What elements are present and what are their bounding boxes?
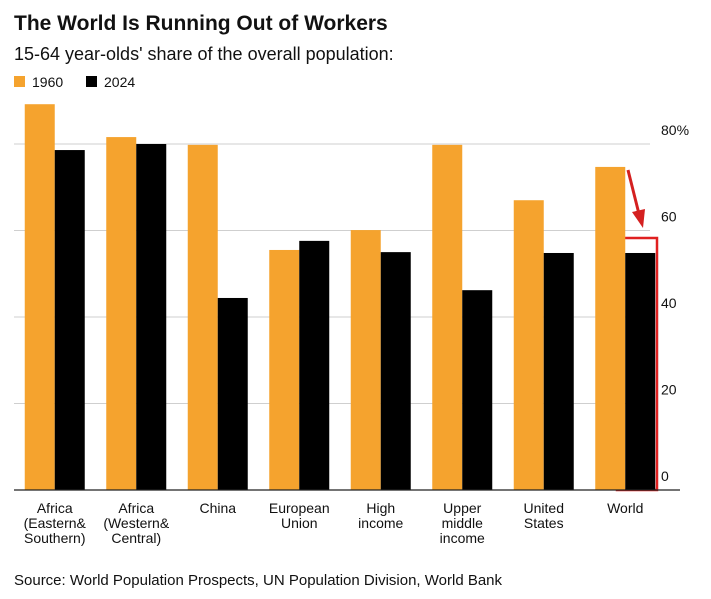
- bar: [543, 252, 574, 490]
- y-tick-label: 40: [661, 295, 677, 311]
- bar: [432, 144, 463, 491]
- y-tick-label: 0: [661, 468, 669, 484]
- bar: [380, 252, 411, 490]
- bar: [269, 249, 300, 490]
- bar: [595, 166, 626, 491]
- bar: [350, 230, 381, 490]
- y-tick-label: 80%: [661, 122, 689, 138]
- bar: [299, 240, 330, 490]
- arrow-head: [632, 209, 645, 228]
- chart-subtitle: 15-64 year-olds' share of the overall po…: [14, 44, 394, 64]
- bar: [136, 144, 167, 490]
- bar: [54, 150, 85, 490]
- x-tick-label: United States: [523, 500, 564, 531]
- source: Source: World Population Prospects, UN P…: [14, 572, 503, 589]
- bar: [187, 144, 218, 491]
- y-tick-label: 60: [661, 209, 677, 225]
- x-tick-label: China: [199, 500, 237, 516]
- bar: [106, 137, 137, 490]
- legend-swatch: [86, 76, 97, 87]
- bar: [24, 104, 55, 491]
- legend-swatch: [14, 76, 25, 87]
- x-tick-label: World: [607, 500, 644, 516]
- x-tick-label: High income: [358, 500, 404, 531]
- y-tick-label: 20: [661, 382, 677, 398]
- legend-label: 2024: [104, 74, 135, 90]
- bar: [625, 252, 656, 490]
- bar: [513, 200, 544, 490]
- x-tick-label: European Union: [268, 500, 330, 531]
- arrow-shaft: [626, 169, 641, 215]
- bar: [217, 297, 248, 490]
- x-tick-label: Africa (Western& Central): [103, 500, 170, 546]
- legend-label: 1960: [32, 74, 63, 90]
- x-tick-label: Africa (Eastern& Southern): [23, 500, 86, 546]
- x-tick-label: Upper middle income: [439, 500, 485, 546]
- bar: [462, 290, 493, 490]
- chart-title: The World Is Running Out of Workers: [14, 12, 388, 35]
